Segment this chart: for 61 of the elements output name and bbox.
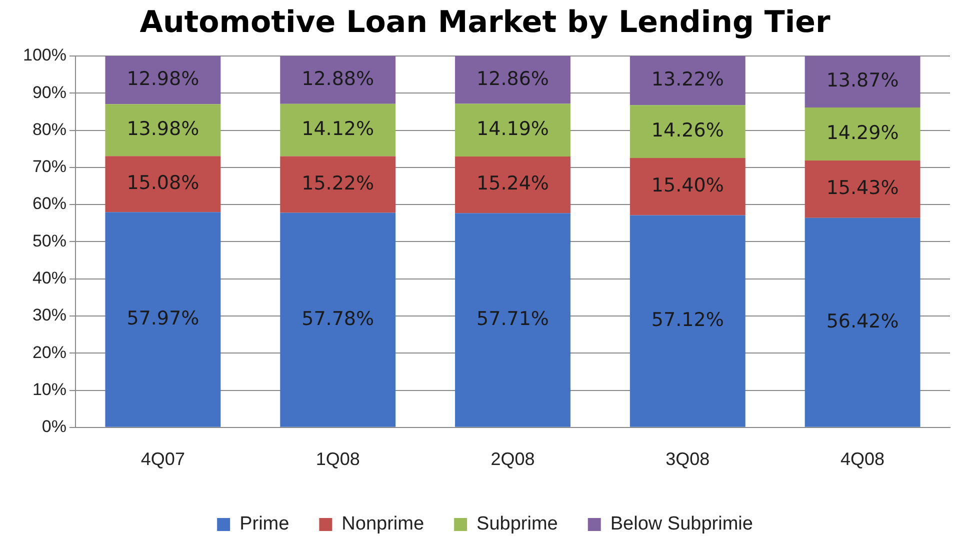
bar [280, 212, 396, 427]
bar [105, 56, 221, 104]
data-label: 57.12% [651, 309, 724, 332]
bar [105, 156, 221, 212]
data-label: 15.22% [302, 172, 374, 194]
data-label: 15.24% [476, 172, 549, 195]
y-tick-label: 10% [32, 380, 66, 399]
data-label: 12.86% [476, 68, 549, 90]
bar [455, 104, 570, 156]
data-label: 13.22% [651, 68, 724, 90]
bar [455, 156, 570, 214]
bar [455, 56, 570, 104]
x-tick-label: 2Q08 [490, 449, 535, 470]
bar [280, 156, 396, 213]
bar [630, 56, 746, 106]
bar [455, 213, 570, 427]
y-tick-label: 50% [32, 231, 66, 250]
data-label: 15.40% [651, 174, 724, 197]
x-tick-label: 4Q07 [140, 449, 185, 470]
data-label: 12.88% [302, 68, 374, 90]
bar [280, 56, 396, 104]
data-label: 12.98% [126, 68, 200, 90]
x-tick-label: 1Q08 [316, 449, 360, 470]
data-label: 13.87% [826, 70, 899, 92]
chart-title: Automotive Loan Market by Lending Tier [140, 4, 830, 40]
y-tick-label: 100% [22, 46, 66, 65]
y-tick-label: 60% [32, 194, 66, 214]
data-label: 57.78% [302, 308, 374, 330]
y-tick-label: 90% [32, 82, 66, 102]
y-tick-label: 20% [32, 342, 66, 362]
bar [105, 212, 221, 427]
y-tick-label: 0% [42, 417, 66, 436]
bar [630, 105, 746, 158]
bar [804, 160, 920, 218]
data-label: 14.19% [476, 118, 549, 140]
bar [630, 215, 746, 427]
data-label: 14.12% [302, 118, 374, 140]
x-tick-label: 3Q08 [666, 449, 710, 470]
y-tick-label: 70% [32, 157, 66, 176]
bar [804, 107, 920, 161]
bar [630, 158, 746, 216]
bar [105, 104, 221, 156]
y-tick-label: 80% [32, 120, 66, 139]
data-label: 56.42% [826, 310, 899, 332]
legend-label: Subprime [476, 514, 558, 535]
legend-label: Below Subprimie [610, 514, 753, 535]
x-tick-label: 4Q08 [840, 449, 885, 470]
bar [804, 218, 920, 427]
data-label: 15.43% [826, 177, 899, 200]
data-label: 14.26% [651, 120, 724, 142]
data-label: 57.71% [476, 308, 549, 330]
legend-label: Prime [240, 514, 290, 535]
y-tick-label: 40% [32, 268, 66, 288]
bar [804, 56, 920, 108]
data-label: 57.97% [126, 307, 200, 330]
y-tick-label: 30% [32, 306, 66, 325]
data-label: 14.29% [826, 122, 899, 144]
data-label: 13.98% [126, 118, 200, 140]
legend-label: Nonprime [342, 514, 424, 535]
data-label: 15.08% [126, 172, 200, 194]
bar [280, 104, 396, 156]
